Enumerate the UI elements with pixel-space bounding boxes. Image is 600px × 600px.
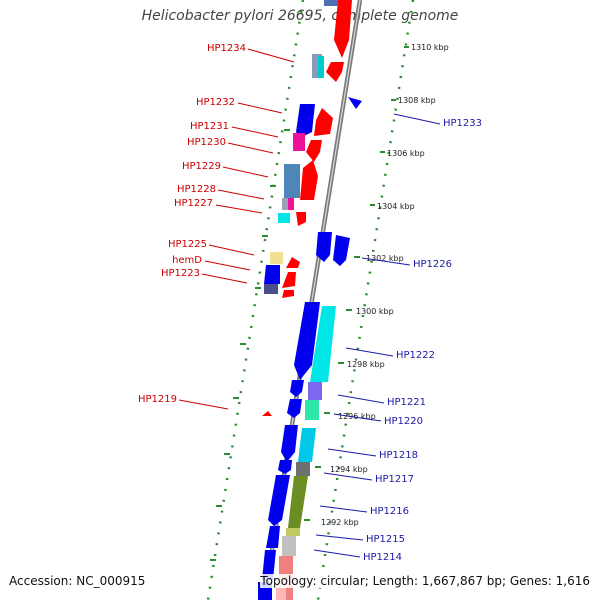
reverse-gene — [294, 302, 320, 380]
kbp-label: 1296 kbp — [338, 412, 376, 421]
accession-label: Accession: NC_000915 — [9, 574, 146, 588]
feature-block — [305, 400, 319, 420]
feature-block — [270, 252, 283, 264]
forward-gene — [324, 0, 338, 6]
gene-label: HP1228 — [177, 184, 216, 195]
feature-block — [284, 164, 300, 198]
reverse-gene — [316, 232, 332, 262]
kbp-label: 1304 kbp — [377, 202, 415, 211]
forward-gene — [300, 160, 318, 200]
reverse-gene — [278, 460, 292, 474]
gene-label: HP1234 — [207, 43, 246, 54]
forward-gene — [314, 108, 333, 136]
forward-gene — [298, 428, 316, 462]
kbp-label: 1310 kbp — [411, 43, 449, 52]
gene-label: HP1229 — [182, 161, 221, 172]
left-gene-labels: HP1234 HP1232 HP1231 HP1230 HP1229 HP122… — [138, 43, 295, 410]
forward-gene — [282, 272, 296, 288]
gene-label: HP1226 — [413, 259, 452, 270]
gene-label: HP1218 — [379, 450, 418, 461]
gene-label: HP1230 — [187, 137, 226, 148]
outer-tick-ring — [316, 0, 415, 600]
kbp-label: 1294 kbp — [330, 465, 368, 474]
reverse-gene — [290, 380, 304, 397]
reverse-gene — [268, 475, 290, 526]
kbp-label: 1306 kbp — [387, 149, 425, 158]
gene-label: HP1214 — [363, 552, 402, 563]
genome-title: Helicobacter pylori 26695, complete geno… — [141, 8, 459, 24]
gene-label: HP1225 — [168, 239, 207, 250]
gene-label: HP1223 — [161, 268, 200, 279]
forward-gene — [288, 476, 308, 528]
gene-label: hemD — [172, 255, 202, 266]
forward-gene — [282, 290, 294, 298]
forward-strand-features — [262, 0, 352, 416]
inner-tick-ring — [206, 0, 305, 600]
gene-label: HP1227 — [174, 198, 213, 209]
gene-label: HP1220 — [384, 416, 423, 427]
feature-block — [288, 198, 294, 210]
feature-block — [308, 382, 322, 400]
forward-gene — [310, 306, 336, 382]
reverse-gene — [348, 97, 362, 109]
feature-block — [296, 462, 310, 476]
feature-block — [312, 54, 322, 78]
kbp-label: 1298 kbp — [347, 360, 385, 369]
right-gene-labels: HP1233 HP1226 HP1222 HP1221 HP1220 HP121… — [313, 113, 482, 563]
forward-gene — [262, 411, 272, 416]
feature-block — [318, 56, 324, 78]
gene-label: HP1221 — [387, 397, 426, 408]
gene-label: HP1232 — [196, 97, 235, 108]
forward-gene — [306, 140, 322, 162]
reverse-gene — [296, 104, 315, 138]
forward-gene — [326, 62, 344, 82]
kbp-label: 1300 kbp — [356, 307, 394, 316]
kbp-axis: 1310 kbp 1308 kbp 1306 kbp 1304 kbp 1302… — [210, 43, 449, 561]
kbp-label: 1308 kbp — [398, 96, 436, 105]
feature-block — [286, 528, 300, 536]
gene-label: HP1222 — [396, 350, 435, 361]
forward-gene — [286, 257, 300, 268]
gene-label: HP1217 — [375, 474, 414, 485]
feature-block — [282, 536, 296, 556]
feature-block — [282, 198, 290, 210]
forward-gene — [334, 0, 352, 58]
reverse-strand-features — [258, 54, 362, 600]
genome-summary: Topology: circular; Length: 1,667,867 bp… — [260, 574, 590, 588]
gene-label: HP1215 — [366, 534, 405, 545]
feature-block — [278, 213, 290, 223]
reverse-gene — [287, 399, 302, 418]
kbp-label: 1292 kbp — [321, 518, 359, 527]
reverse-gene — [281, 425, 298, 462]
feature-block — [276, 582, 286, 600]
reverse-gene — [262, 550, 276, 580]
reverse-gene — [266, 526, 280, 548]
feature-block — [264, 284, 278, 294]
reverse-gene — [264, 265, 280, 284]
kbp-label: 1302 kbp — [366, 254, 404, 263]
gene-label: HP1216 — [370, 506, 409, 517]
gene-label: HP1233 — [443, 118, 482, 129]
feature-block — [293, 133, 305, 151]
gene-label: HP1231 — [190, 121, 229, 132]
reverse-gene — [333, 235, 350, 266]
gene-label: HP1219 — [138, 394, 177, 405]
forward-gene — [296, 212, 306, 226]
